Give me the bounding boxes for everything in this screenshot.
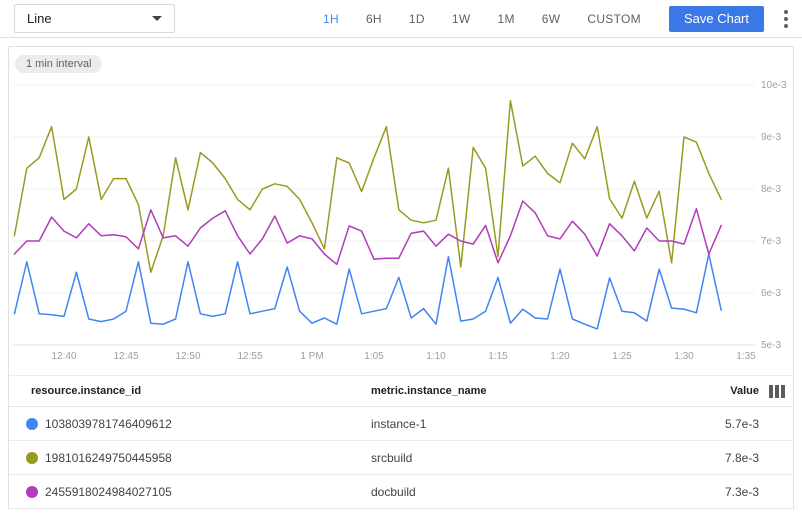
- legend-table-header: resource.instance_id metric.instance_nam…: [9, 375, 793, 407]
- y-axis-label: 5e-3: [761, 340, 781, 351]
- x-axis-label: 1:20: [550, 351, 570, 362]
- x-axis-label: 12:45: [113, 351, 138, 362]
- header-value: Value: [730, 385, 759, 397]
- header-metric-instance-name: metric.instance_name: [371, 385, 487, 397]
- chart-card: 5e-3 6e-3 7e-3 8e-3 9e-3 10e-3 12:40 12:45 12:50…: [8, 46, 794, 509]
- series-line-docbuild: [13, 200, 722, 266]
- series-line-srcbuild: [13, 99, 722, 273]
- x-axis-label: 1:35: [736, 351, 756, 362]
- x-axis-label: 12:50: [175, 351, 200, 362]
- x-axis-label: 12:40: [51, 351, 76, 362]
- x-axis-label: 1 PM: [300, 351, 323, 362]
- metric-instance-name-cell: instance-1: [371, 416, 427, 431]
- time-range-6h[interactable]: 6H: [365, 11, 382, 26]
- y-axis-label: 8e-3: [761, 184, 781, 195]
- resource-instance-id-cell: 2455918024984027105: [45, 484, 172, 499]
- column-selector-icon[interactable]: [759, 384, 785, 398]
- metric-instance-name-cell: srcbuild: [371, 450, 413, 465]
- table-row[interactable]: 1038039781746409612 instance-1 5.7e-3: [9, 407, 793, 441]
- y-axis-label: 10e-3: [761, 80, 787, 91]
- x-axis-label: 1:10: [426, 351, 446, 362]
- toolbar: Line 1H 6H 1D 1W 1M 6W CUSTOM Save Chart: [0, 0, 802, 38]
- series-color-dot: [26, 417, 38, 430]
- legend-table: resource.instance_id metric.instance_nam…: [9, 375, 793, 509]
- value-cell: 7.8e-3: [724, 450, 759, 465]
- save-chart-button[interactable]: Save Chart: [668, 5, 764, 32]
- x-axis-label: 1:30: [674, 351, 694, 362]
- time-range-1w[interactable]: 1W: [451, 11, 471, 26]
- resource-instance-id-cell: 1038039781746409612: [45, 416, 172, 431]
- time-range-1d[interactable]: 1D: [408, 11, 425, 26]
- overflow-menu-icon[interactable]: [784, 9, 788, 28]
- time-range-6w[interactable]: 6W: [541, 11, 561, 26]
- x-axis-label: 12:55: [237, 351, 262, 362]
- value-cell: 5.7e-3: [724, 416, 759, 431]
- chart-type-value: Line: [27, 11, 52, 26]
- time-range-1h[interactable]: 1H: [323, 11, 339, 26]
- table-row[interactable]: 2455918024984027105 docbuild 7.3e-3: [9, 475, 793, 509]
- x-axis-label: 1:25: [612, 351, 632, 362]
- y-axis-label: 7e-3: [761, 236, 781, 247]
- series-color-dot: [26, 451, 38, 464]
- resource-instance-id-cell: 1981016249750445958: [45, 450, 172, 465]
- series-color-dot: [26, 485, 38, 498]
- series-line-instance-1: [13, 253, 722, 330]
- interval-badge: 1 min interval: [15, 55, 103, 73]
- time-range-1m[interactable]: 1M: [497, 11, 515, 26]
- header-resource-instance-id: resource.instance_id: [31, 385, 142, 397]
- table-row[interactable]: 1981016249750445958 srcbuild 7.8e-3: [9, 441, 793, 475]
- line-chart-svg: 5e-3 6e-3 7e-3 8e-3 9e-3 10e-3 12:40 12:45 12:50…: [13, 80, 787, 362]
- x-axis-label: 1:05: [364, 351, 384, 362]
- metric-instance-name-cell: docbuild: [371, 484, 416, 499]
- x-axis-label: 1:15: [488, 351, 508, 362]
- chart-type-dropdown[interactable]: Line: [14, 4, 175, 33]
- time-range-custom[interactable]: CUSTOM: [587, 11, 641, 26]
- chevron-down-icon: [152, 16, 162, 21]
- chart-plot-area[interactable]: 5e-3 6e-3 7e-3 8e-3 9e-3 10e-3 12:40 12:45 12:50…: [9, 47, 793, 375]
- table-body: 1038039781746409612 instance-1 5.7e-3 19810…: [9, 407, 793, 509]
- value-cell: 7.3e-3: [724, 484, 759, 499]
- y-axis-label: 6e-3: [761, 288, 781, 299]
- time-range-group: 1H 6H 1D 1W 1M 6W CUSTOM: [323, 12, 641, 26]
- y-axis-label: 9e-3: [761, 132, 781, 143]
